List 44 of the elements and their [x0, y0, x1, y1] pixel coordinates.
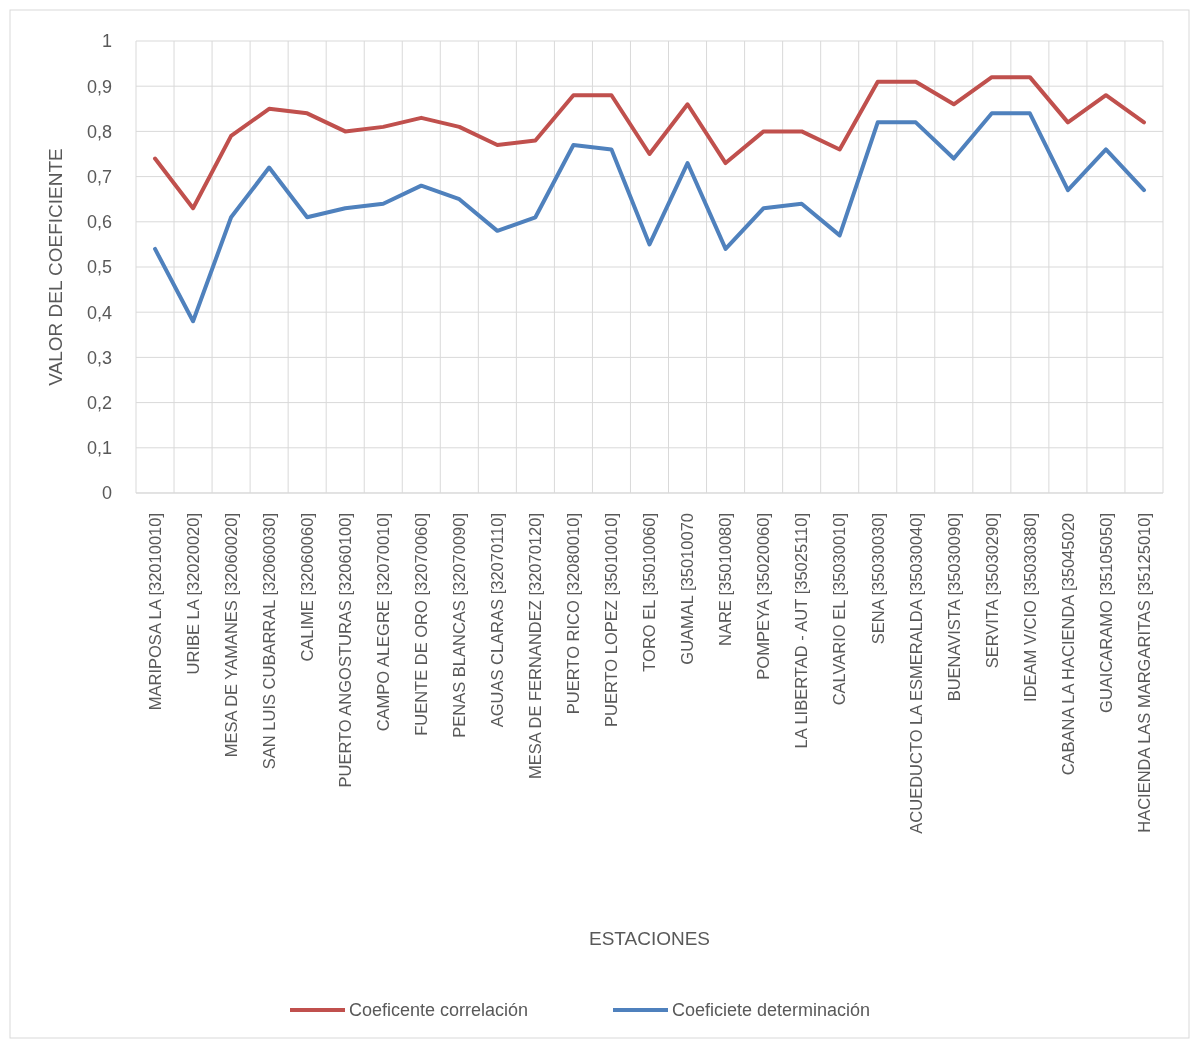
x-tick-label: CALIME [32060060]	[297, 513, 316, 662]
x-tick-label: CALVARIO EL [35030010]	[830, 513, 849, 706]
x-tick-label: CABANA LA HACIENDA [35045020	[1058, 513, 1077, 776]
y-tick-label: 0,3	[86, 347, 112, 368]
y-tick-label: 0,2	[86, 392, 112, 413]
x-tick-label: ACUEDUCTO LA ESMERALDA [35030040]	[906, 513, 925, 834]
y-tick-label: 0,5	[86, 257, 112, 278]
x-tick-label: GUAMAL [35010070	[678, 513, 697, 665]
y-tick-label: 0,4	[86, 302, 112, 323]
x-tick-label: TORO EL [35010060]	[640, 513, 659, 672]
x-tick-label: AGUAS CLARAS [32070110]	[488, 513, 507, 728]
x-tick-label: PUERTO ANGOSTURAS [32060100]	[335, 513, 354, 788]
y-tick-label: 0,1	[86, 438, 112, 459]
y-tick-label: 0,7	[86, 166, 112, 187]
legend-label: Coeficente correlación	[349, 1000, 529, 1021]
x-tick-label: FUENTE DE ORO [32070060]	[412, 513, 431, 736]
y-tick-label: 0,8	[86, 121, 112, 142]
x-tick-label: CAMPO ALEGRE [32070010]	[374, 513, 393, 732]
x-tick-label: PUERTO LOPEZ [35010010]	[602, 513, 621, 728]
y-tick-label: 0,9	[86, 76, 112, 97]
line-series	[153, 75, 1146, 211]
x-tick-label: SENA [35030030]	[868, 513, 887, 645]
y-axis-title: VALOR DEL COEFICIENTE	[45, 148, 66, 386]
x-tick-label: MESA DE YAMANES [32060020]	[221, 513, 240, 758]
x-tick-label: BUENAVISTA [35030090]	[944, 513, 963, 702]
x-tick-label: SERVITA [35030290]	[982, 513, 1001, 669]
y-tick-label: 0	[101, 483, 112, 504]
x-tick-label: LA LIBERTAD - AUT [35025110]	[792, 513, 811, 749]
x-axis-title: ESTACIONES	[588, 928, 711, 949]
x-tick-label: SAN LUIS CUBARRAL [32060030]	[259, 513, 278, 770]
x-tick-label: MESA DE FERNANDEZ [32070120]	[526, 513, 545, 779]
x-tick-label: PUERTO RICO [32080010]	[564, 513, 583, 715]
x-tick-label: URIBE LA [32020020]	[183, 513, 202, 675]
x-tick-label: NARE [35010080]	[716, 513, 735, 647]
x-tick-label: HACIENDA LAS MARGARITAS [35125010]	[1134, 513, 1153, 833]
line-series	[153, 111, 1146, 324]
y-tick-label: 1	[101, 31, 112, 52]
x-tick-label: MARIPOSA LA [32010010]	[145, 513, 164, 711]
x-tick-label: POMPEYA [35020060]	[754, 513, 773, 680]
y-tick-label: 0,6	[86, 212, 112, 233]
x-tick-label: IDEAM V/CIO [35030380]	[1020, 513, 1039, 702]
x-tick-label: GUAICARAMO [35105050]	[1096, 513, 1115, 713]
x-tick-label: PENAS BLANCAS [32070090]	[450, 513, 469, 738]
legend-label: Coeficiete determinación	[672, 1000, 871, 1021]
